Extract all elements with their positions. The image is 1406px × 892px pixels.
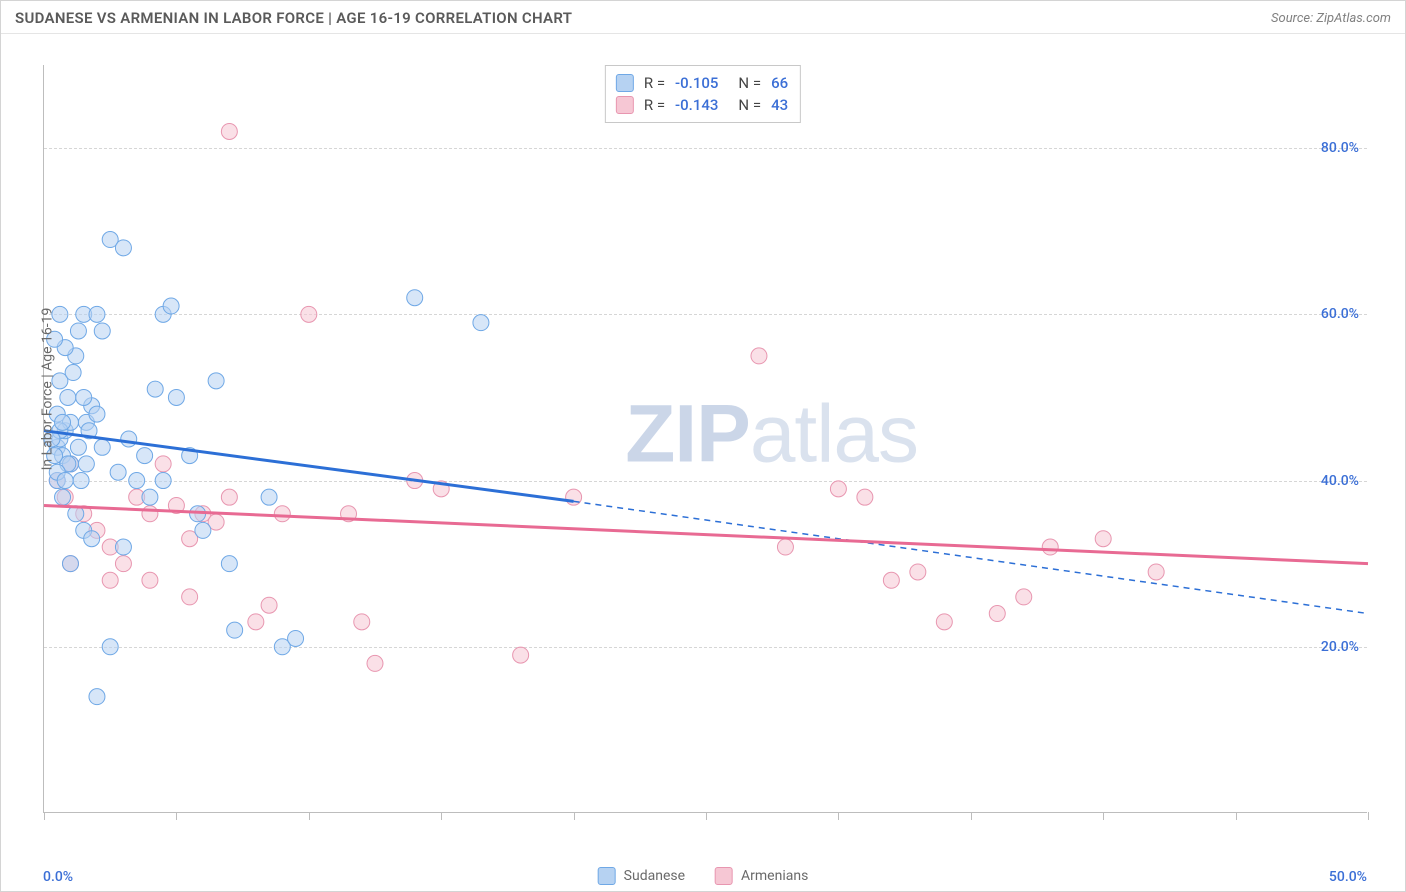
plot-svg bbox=[44, 65, 1367, 812]
legend-swatch bbox=[598, 867, 616, 885]
x-tick bbox=[441, 812, 442, 820]
chart-title: SUDANESE VS ARMENIAN IN LABOR FORCE | AG… bbox=[15, 9, 572, 27]
legend-label: Armenians bbox=[741, 868, 808, 884]
x-tick bbox=[1236, 812, 1237, 820]
x-tick bbox=[838, 812, 839, 820]
legend-swatch bbox=[715, 867, 733, 885]
title-bar: SUDANESE VS ARMENIAN IN LABOR FORCE | AG… bbox=[1, 1, 1405, 34]
n-value: 43 bbox=[771, 94, 788, 116]
x-min-label: 0.0% bbox=[43, 869, 73, 885]
correlation-row: R = -0.105 N = 66 bbox=[616, 72, 788, 94]
legend-item: Armenians bbox=[715, 867, 808, 885]
r-value: -0.105 bbox=[675, 72, 718, 94]
legend-item: Sudanese bbox=[598, 867, 685, 885]
plot-area: 20.0%40.0%60.0%80.0% ZIPatlas bbox=[43, 65, 1367, 813]
source-attribution: Source: ZipAtlas.com bbox=[1271, 11, 1391, 26]
n-label: N = bbox=[738, 72, 761, 94]
x-tick bbox=[971, 812, 972, 820]
r-value: -0.143 bbox=[675, 94, 718, 116]
n-value: 66 bbox=[771, 72, 788, 94]
r-label: R = bbox=[644, 72, 665, 94]
x-max-label: 50.0% bbox=[1329, 869, 1367, 885]
x-tick bbox=[706, 812, 707, 820]
n-label: N = bbox=[738, 94, 761, 116]
correlation-legend: R = -0.105 N = 66 R = -0.143 N = 43 bbox=[605, 65, 801, 123]
r-label: R = bbox=[644, 94, 665, 116]
y-axis-label: In Labor Force | Age 16-19 bbox=[39, 308, 55, 471]
correlation-row: R = -0.143 N = 43 bbox=[616, 94, 788, 116]
x-tick bbox=[44, 812, 45, 820]
legend-label: Sudanese bbox=[624, 868, 685, 884]
bottom-legend: Sudanese Armenians bbox=[598, 867, 809, 885]
x-tick bbox=[309, 812, 310, 820]
x-tick bbox=[574, 812, 575, 820]
legend-swatch bbox=[616, 74, 634, 92]
x-tick bbox=[1103, 812, 1104, 820]
chart-container: SUDANESE VS ARMENIAN IN LABOR FORCE | AG… bbox=[0, 0, 1406, 892]
x-tick bbox=[176, 812, 177, 820]
legend-swatch bbox=[616, 96, 634, 114]
x-tick bbox=[1368, 812, 1369, 820]
